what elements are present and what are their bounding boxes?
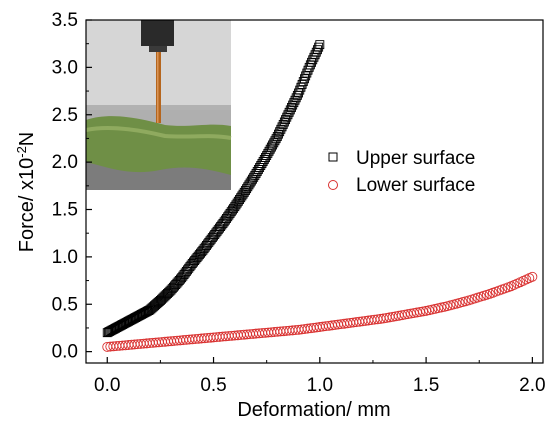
x-tick-label: 2.0 <box>519 375 545 396</box>
y-tick-label: 1.0 <box>52 247 78 268</box>
data-point <box>458 298 467 307</box>
y-tick-label: 0.5 <box>52 294 78 315</box>
series-lower-surface <box>103 272 537 351</box>
legend-marker-upper <box>329 153 337 161</box>
data-point <box>528 272 537 281</box>
legend: Upper surface Lower surface <box>329 148 476 196</box>
x-axis-title: Deformation/ mm <box>237 399 390 420</box>
x-tick-label: 1.0 <box>307 375 333 396</box>
inset-photo <box>86 20 231 190</box>
x-tick-label: 0.0 <box>94 375 120 396</box>
data-point <box>449 300 458 309</box>
y-tick-label: 2.0 <box>52 152 78 173</box>
data-point <box>461 297 470 306</box>
x-tick-label: 0.5 <box>200 375 226 396</box>
data-point <box>455 298 464 307</box>
data-point <box>452 299 461 308</box>
x-tick-label: 1.5 <box>413 375 439 396</box>
y-tick-label: 3.0 <box>52 57 78 78</box>
y-tick-label: 0.0 <box>52 342 78 363</box>
legend-label-upper: Upper surface <box>356 148 475 169</box>
legend-marker-lower <box>329 181 338 190</box>
y-axis-title-exponent: -2 <box>14 146 29 158</box>
y-axis-title: Force/ x10-2N <box>14 132 38 253</box>
specimen-shape <box>86 116 231 175</box>
y-axis-title-main: Force/ x10 <box>16 158 38 252</box>
y-tick-label: 3.5 <box>52 10 78 31</box>
y-tick-label: 1.5 <box>52 200 78 221</box>
legend-label-lower: Lower surface <box>356 175 475 196</box>
data-point <box>446 301 455 310</box>
y-axis-title-unit: N <box>16 132 38 146</box>
probe-holder <box>141 20 174 46</box>
y-tick-label: 2.5 <box>52 105 78 126</box>
